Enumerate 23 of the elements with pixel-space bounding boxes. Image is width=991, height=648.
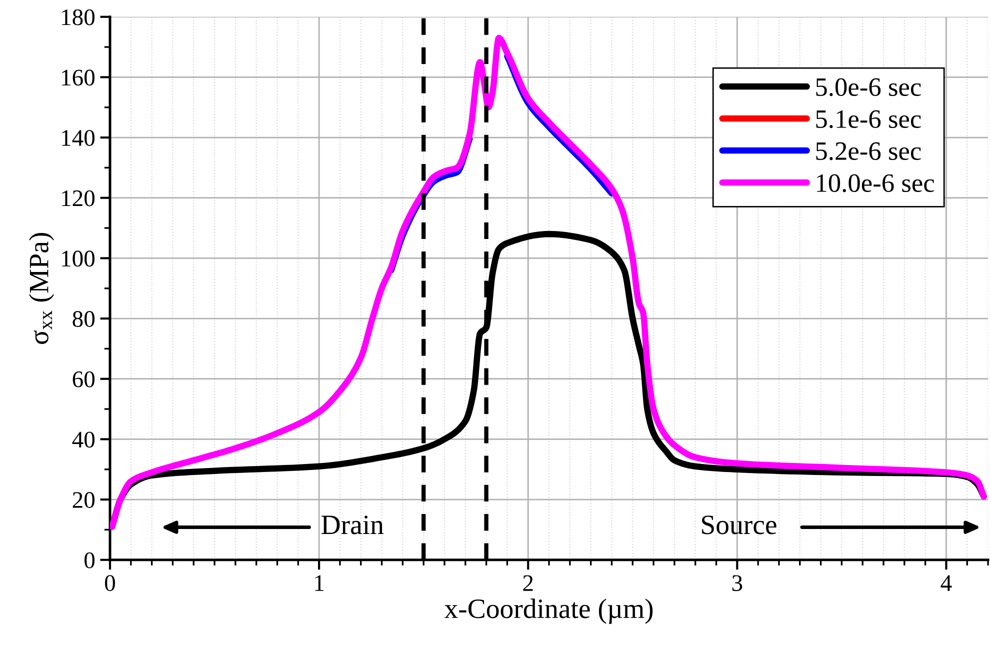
y-tick-label: 120: [62, 190, 95, 206]
y-tick-label: 160: [62, 70, 95, 86]
y-tick-label: 140: [62, 130, 95, 146]
y-tick-label: 40: [72, 432, 95, 448]
y-tick-label: 100: [62, 250, 95, 267]
legend-label: 5.1e-6 sec: [816, 110, 921, 128]
x-tick-label: 4: [940, 575, 952, 591]
y-tick-label: 20: [72, 492, 95, 508]
annotation: Drain: [322, 516, 384, 534]
x-tick-label: 2: [523, 575, 533, 591]
y-tick-label: 60: [72, 371, 95, 388]
y-tick-label: 180: [62, 9, 95, 26]
y-tick-label: 0: [84, 552, 95, 568]
x-axis-title: x-Coordinate (µm): [444, 598, 653, 624]
legend-label: 5.2e-6 sec: [816, 142, 921, 160]
y-axis-title: σ$_{xx}$ (MPa): [28, 233, 54, 344]
x-tick-label: 3: [732, 575, 742, 592]
y-tick-label: 80: [72, 311, 95, 327]
legend-label: 5.0e-6 sec: [816, 78, 921, 96]
x-tick-label: 0: [105, 575, 116, 592]
x-tick-label: 1: [315, 575, 324, 591]
annotation: Source: [702, 516, 776, 534]
legend-label: 10.0e-6 sec: [817, 174, 934, 192]
